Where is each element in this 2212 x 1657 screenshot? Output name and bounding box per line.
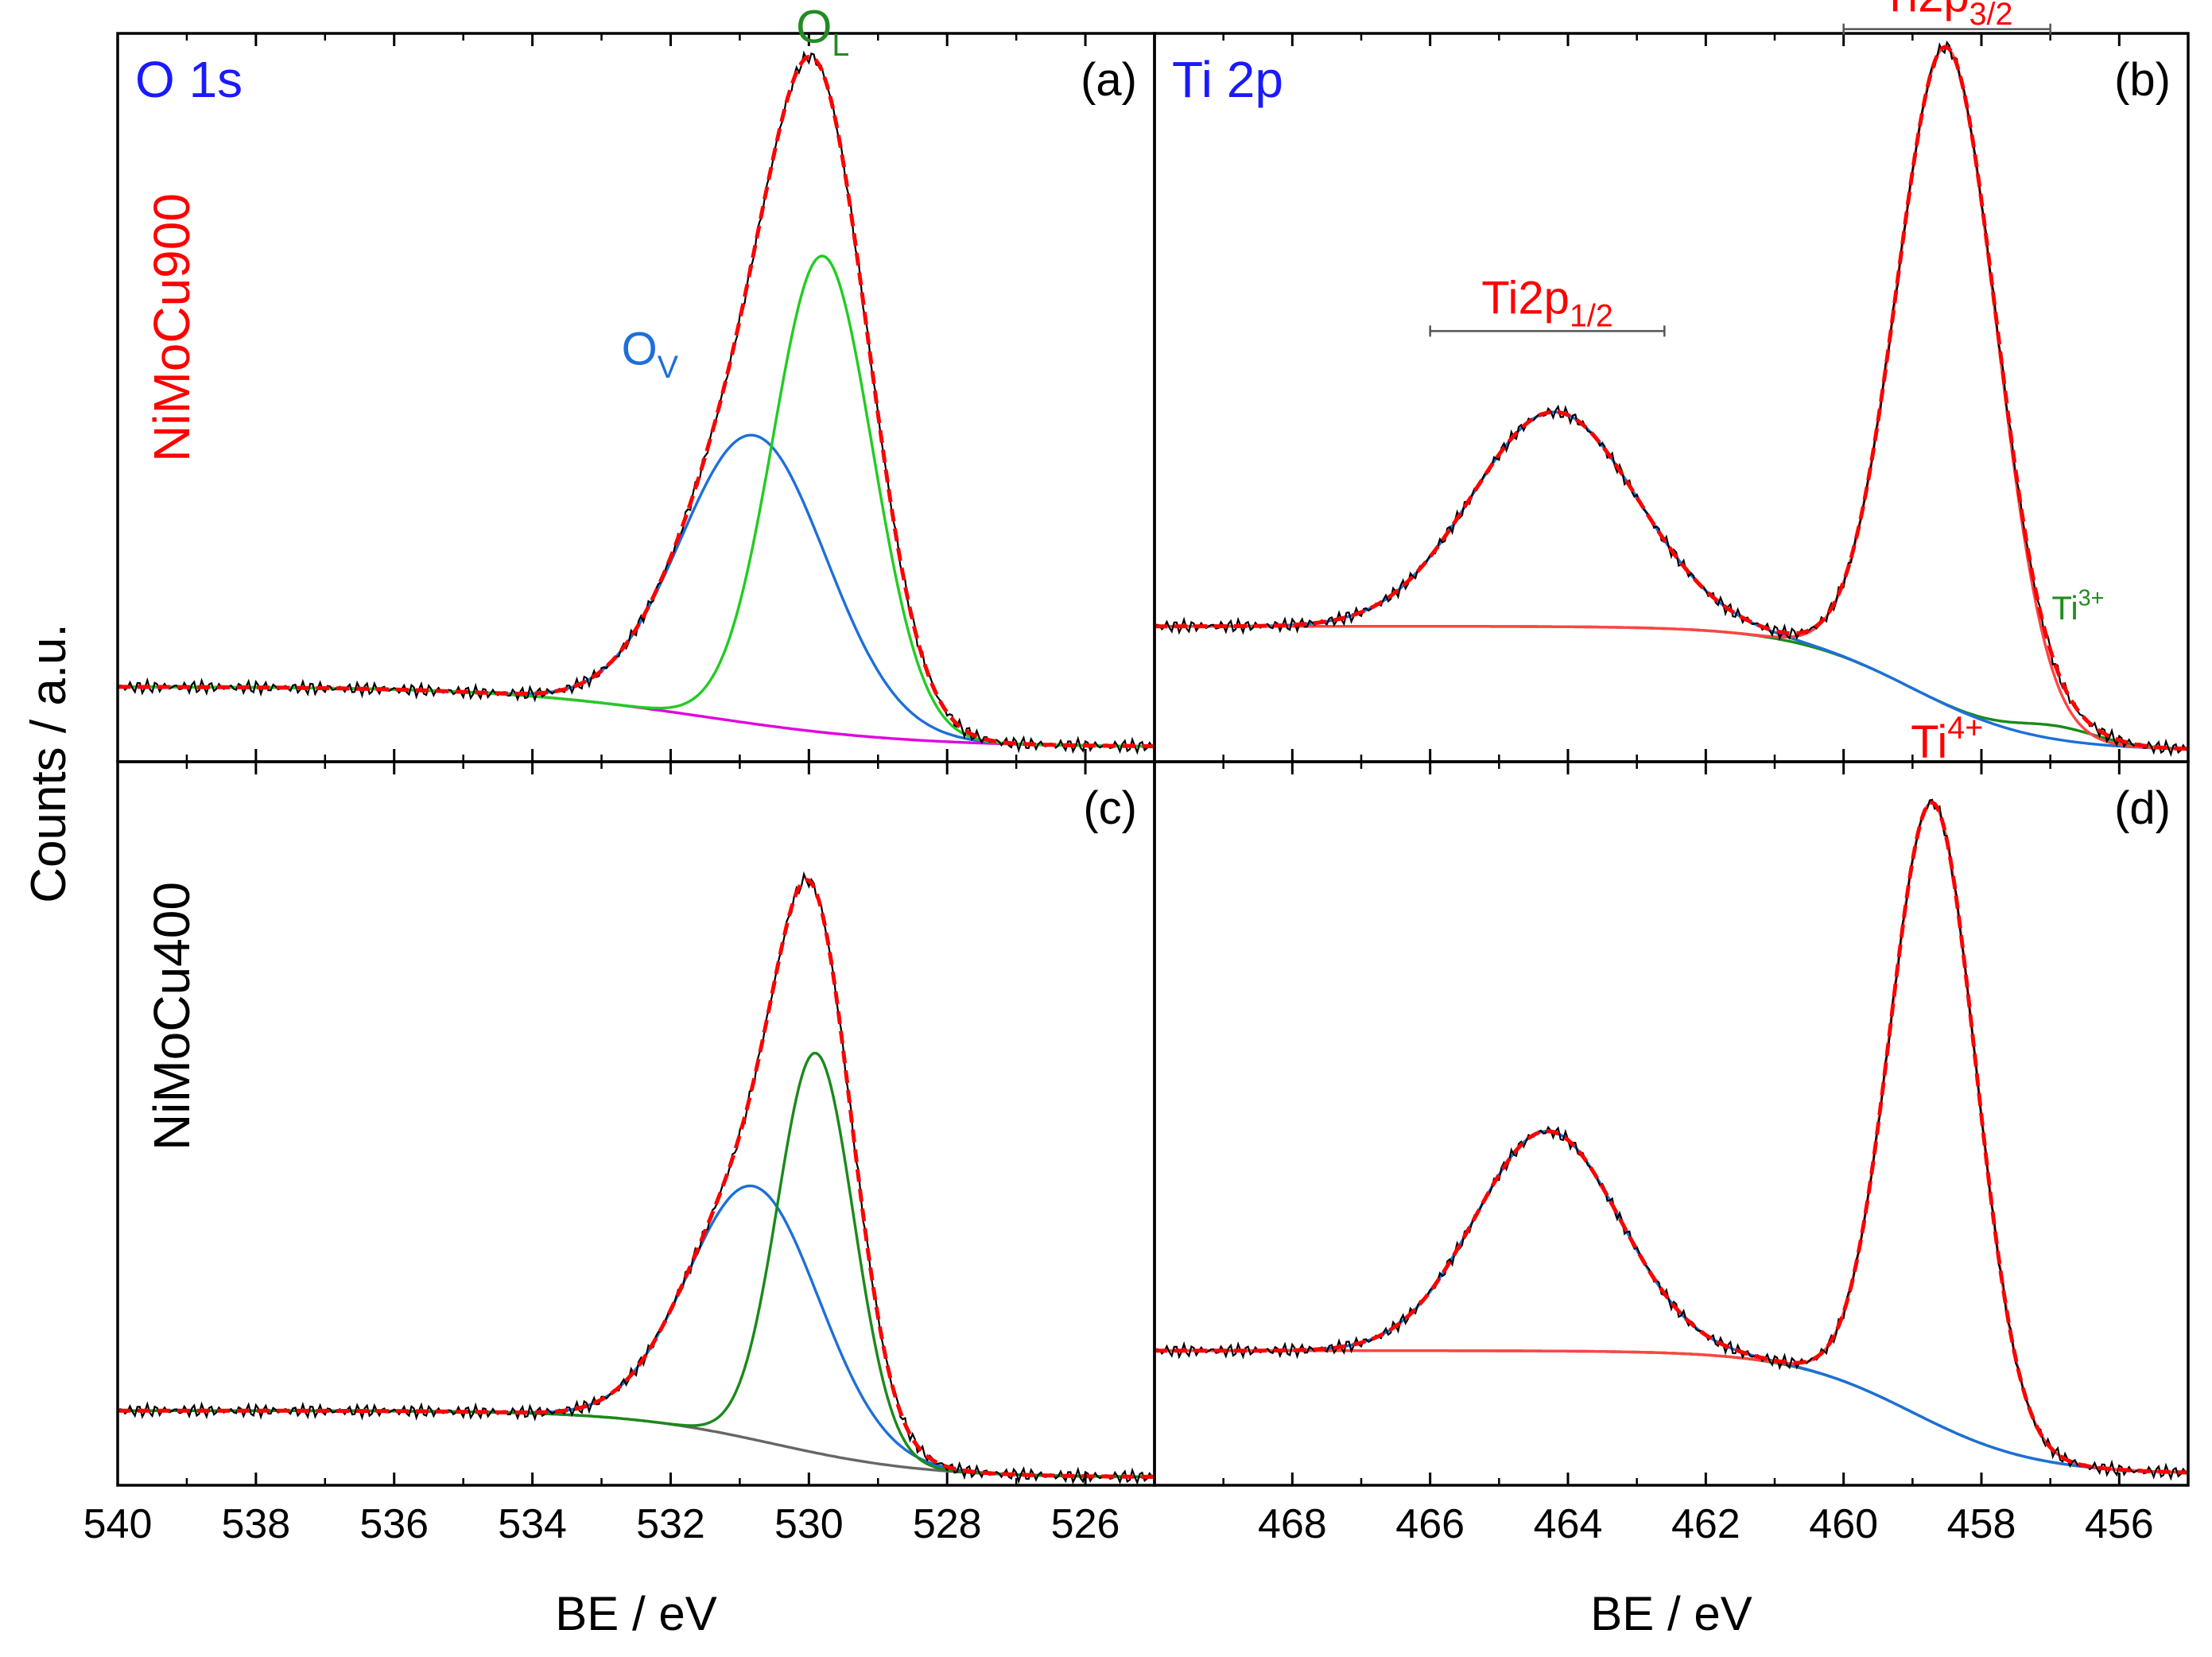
x-tick-label: 466: [1395, 1501, 1465, 1547]
series-fit-envelope: [1155, 45, 2188, 751]
panel-b: (b) Ti 2p Ti3+ Ti2p1/2 Ti2p3/2: [1153, 0, 2190, 763]
x-tick-label: 538: [221, 1501, 290, 1547]
x-tick-label: 462: [1671, 1501, 1740, 1547]
panel-letter: (d): [2114, 782, 2171, 834]
panel-letter: (b): [2114, 54, 2171, 106]
series-ti2p1-2: [1155, 1130, 2188, 1474]
x-tick-label: 456: [2085, 1501, 2154, 1547]
x-tick-label: 460: [1809, 1501, 1878, 1547]
peak-annotation: OL: [796, 2, 849, 63]
series-measured: [118, 871, 1155, 1485]
peak-annotation: OV: [622, 324, 679, 385]
axes-frame: [116, 32, 1156, 763]
series-ti2p3-2: [1155, 45, 2188, 751]
x-tick-label: 528: [913, 1501, 982, 1547]
panels-layer: (a) O 1s NiMoCu900 OL OV (b) Ti 2p Ti3+ Ti2p1/2 T…: [83, 0, 2190, 1640]
y-axis-label: Counts / a.u.: [21, 623, 76, 903]
axes-frame: [1153, 760, 2190, 1487]
x-tick-label: 540: [83, 1501, 153, 1547]
series-ti2p3-2: [1155, 801, 2188, 1474]
series-measured: [1155, 798, 2188, 1481]
x-tick-label: 534: [498, 1501, 567, 1547]
series-fit-envelope: [118, 54, 1155, 749]
series-background: [1155, 1349, 2188, 1474]
panel-a: (a) O 1s NiMoCu900 OL OV: [116, 2, 1156, 763]
series-o-v: [118, 433, 1155, 748]
x-axis-label: BE / eV: [1590, 1587, 1752, 1640]
x-tick-label: 536: [359, 1501, 429, 1547]
series-group: [1155, 40, 2188, 758]
series-fit-envelope: [118, 877, 1155, 1479]
series-measured: [1155, 40, 2188, 758]
sample-label: NiMoCu400: [143, 882, 200, 1151]
bracket-label: Ti2p3/2: [1881, 0, 2013, 32]
series-fit-envelope: [1155, 800, 2188, 1475]
sample-label: NiMoCu900: [143, 193, 200, 462]
axes-frame: [1153, 32, 2190, 763]
series-o-v: [118, 1184, 1155, 1479]
series-measured: [118, 50, 1155, 755]
peak-bracket: Ti2p1/2: [1429, 272, 1666, 337]
x-tick-label: 468: [1258, 1501, 1327, 1547]
x-tick-label: 532: [636, 1501, 705, 1547]
series-o-l: [118, 1051, 1155, 1479]
panel-letter: (c): [1083, 782, 1137, 834]
series-o-l: [118, 254, 1155, 748]
x-tick-label: 526: [1051, 1501, 1120, 1547]
series-group: [1155, 798, 2188, 1481]
panel-title: O 1s: [135, 51, 243, 108]
panel-title: Ti 2p: [1172, 51, 1283, 108]
x-tick-label: 464: [1534, 1501, 1603, 1547]
peak-bracket: Ti2p3/2: [1842, 0, 2051, 35]
series-background: [118, 685, 1155, 748]
series-background: [1155, 625, 2188, 751]
x-tick-label: 458: [1947, 1501, 2016, 1547]
peak-annotation: Ti4+: [1911, 710, 1983, 767]
bracket-label: Ti2p1/2: [1481, 272, 1613, 333]
series-group: [118, 871, 1155, 1485]
panel-letter: (a): [1081, 54, 1137, 106]
peak-annotation: Ti3+: [2051, 586, 2104, 627]
panel-c: 540 538 536 534 532 530 528 526 BE / eV (c) NiMoCu…: [83, 760, 1156, 1640]
series-group: [118, 50, 1155, 755]
axes-frame: [116, 760, 1156, 1487]
x-tick-label: 530: [774, 1501, 844, 1547]
panel-d: 468 466 464 462 460 458 456 BE / eV (d) Ti4+: [1153, 710, 2190, 1640]
x-axis-label: BE / eV: [555, 1587, 716, 1640]
